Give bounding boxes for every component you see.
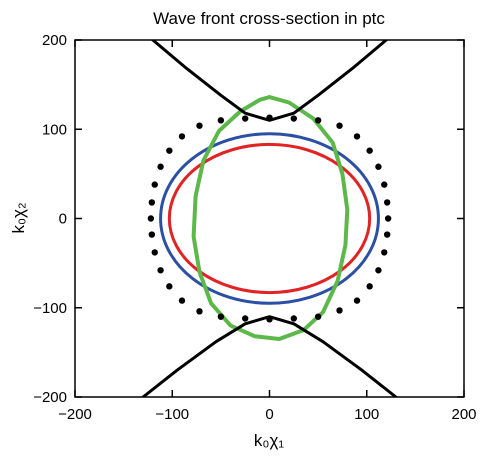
series-3-point (166, 283, 173, 290)
series-1-ellipse (159, 132, 380, 305)
series-0-ellipse (167, 142, 372, 295)
series-3-point (290, 115, 298, 122)
series-3-point (353, 297, 361, 304)
axis-ticks: −200 −100 0 100 200 −200 −100 0 100 200 (33, 32, 476, 423)
x-axis-label: k₀χ₁ (254, 431, 284, 450)
series-3-point (241, 315, 249, 322)
series-3-point (151, 249, 158, 256)
y-axis-label: k₀χ₂ (9, 202, 28, 233)
series-3-point (166, 147, 173, 154)
series-4-line (151, 40, 388, 122)
x-tick-label: 100 (354, 406, 379, 423)
series-3-point (314, 313, 322, 320)
series-3-point (148, 231, 156, 238)
series-3-point (196, 122, 203, 129)
series-3-point (157, 267, 164, 274)
series-3-point (381, 181, 388, 188)
series-3-point (381, 249, 388, 256)
x-tick-label: −100 (155, 406, 189, 423)
series-3-point (241, 115, 249, 122)
x-tick-label: 200 (451, 406, 476, 423)
series-3-point (383, 231, 391, 238)
x-tick-label: −200 (58, 406, 92, 423)
series-2-line (191, 95, 350, 341)
series-3-point (217, 117, 225, 124)
series-3-point (290, 315, 298, 322)
series-5-line (141, 315, 398, 397)
x-tick-label: 0 (265, 406, 273, 423)
series-3-point (314, 117, 322, 124)
series-3-point (375, 267, 382, 274)
y-tick-label: 100 (42, 121, 67, 138)
plot-area (141, 40, 398, 397)
y-tick-label: 0 (59, 211, 67, 228)
series-3-point (178, 133, 186, 140)
y-tick-label: −200 (33, 389, 67, 406)
series-3-point (148, 199, 156, 206)
plot-frame (74, 39, 465, 398)
series-3-point (217, 313, 225, 320)
series-3-point (178, 297, 186, 304)
series-3-point (157, 163, 164, 170)
series-3-point (366, 283, 373, 290)
y-tick-label: 200 (42, 32, 67, 49)
series-3-point (383, 199, 391, 206)
chart-title: Wave front cross-section in ptc (153, 9, 385, 28)
series-3-point (384, 215, 392, 222)
y-tick-label: −100 (33, 300, 67, 317)
series-3-point (353, 133, 361, 140)
series-3-point (375, 163, 382, 170)
series-3-point (366, 147, 373, 154)
series-3-point (147, 215, 155, 222)
series-3-point (336, 122, 343, 129)
series-3-point (336, 307, 343, 314)
series-3-point (196, 308, 203, 315)
series-3-point (151, 181, 158, 188)
